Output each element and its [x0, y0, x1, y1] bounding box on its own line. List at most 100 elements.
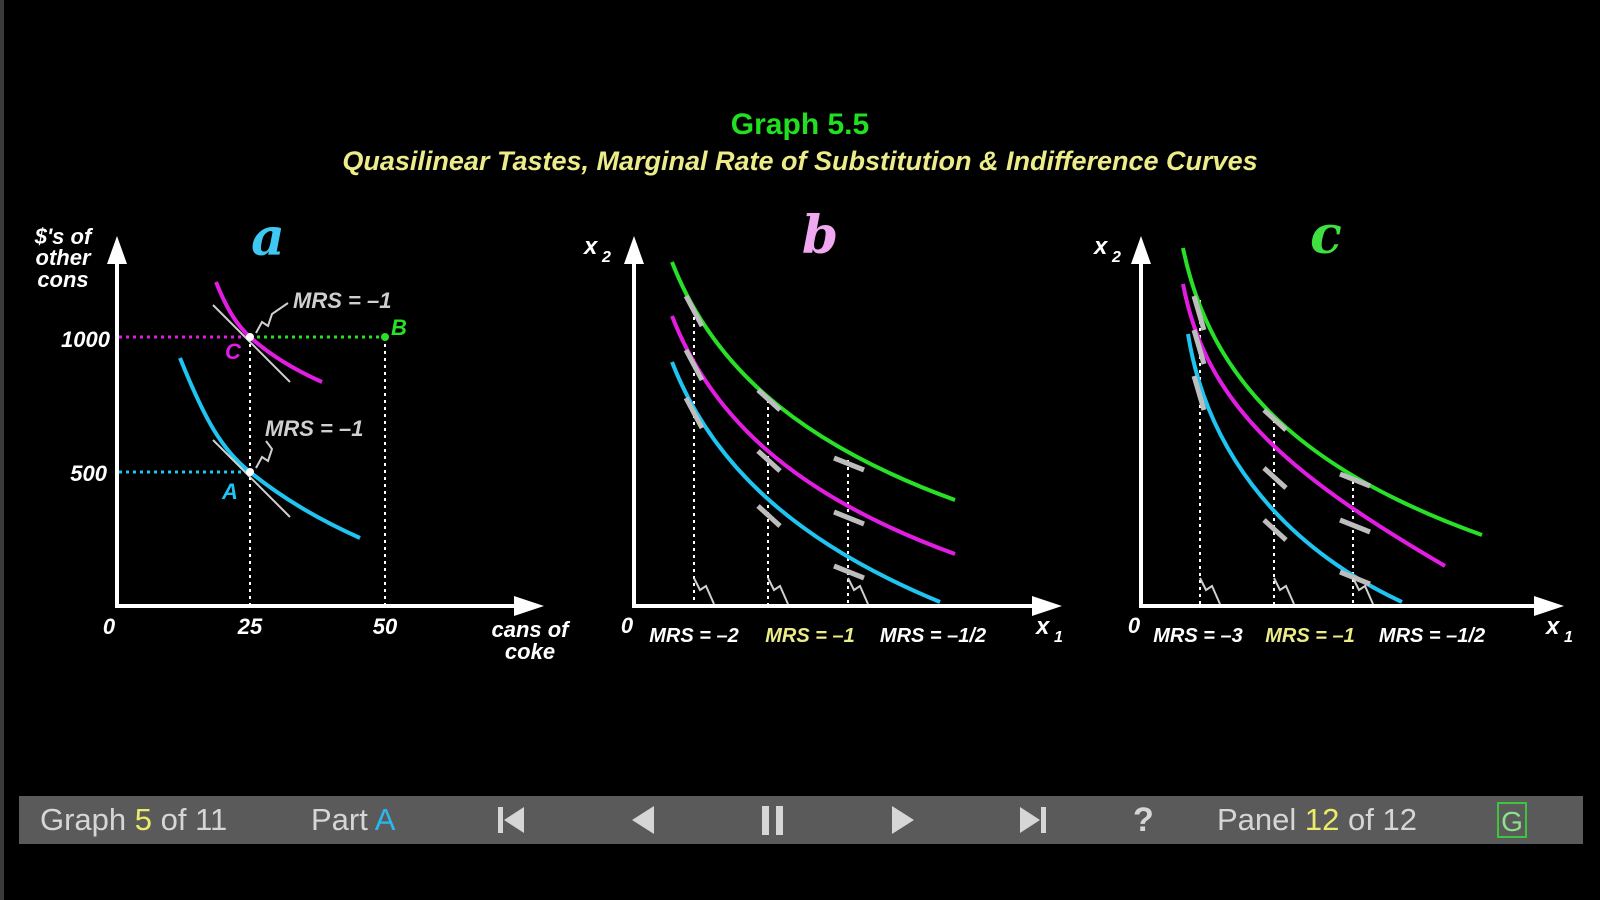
panel-a-point-a: A	[221, 479, 238, 504]
panel-b-curve-green	[670, 261, 956, 502]
panel-a-mrs-upper: MRS = –1	[293, 288, 391, 313]
panel-c-tangent-c3	[1339, 569, 1371, 587]
next-button[interactable]	[883, 800, 923, 840]
panel-a-mrs-upper-pointer	[255, 302, 289, 334]
panel-a-curve-cyan	[178, 357, 361, 540]
skip-first-icon	[498, 807, 524, 833]
graph-counter-current: 5	[134, 802, 153, 837]
graph-counter-prefix: Graph	[40, 802, 135, 837]
panel-a-mrs-lower-pointer	[255, 440, 274, 469]
pause-button[interactable]	[753, 800, 793, 840]
panel-b-tangent-m2	[756, 449, 782, 473]
last-button[interactable]	[1013, 800, 1053, 840]
panel-c-pointer-1	[1199, 577, 1221, 605]
panel-b-curve-magenta	[670, 315, 956, 556]
panel-b-x-arrow	[1032, 596, 1062, 616]
panel-a-origin: 0	[103, 614, 116, 639]
panel-b-tangent-g1	[683, 294, 705, 328]
panel-a-ylabel-line3: cons	[37, 267, 88, 292]
panel-counter: Panel 12 of 12	[1217, 796, 1417, 844]
panel-b-ylabel-sub: 2	[601, 249, 611, 266]
pause-icon	[762, 806, 783, 835]
panel-b-tangents	[683, 294, 865, 581]
panel-a-mrs-lower: MRS = –1	[265, 416, 363, 441]
panel-a-point-c: C	[225, 339, 242, 364]
panel-counter-suffix: of 12	[1339, 802, 1417, 837]
panel-a-point-c-dot	[246, 333, 254, 341]
panel-c-curve-magenta	[1181, 283, 1447, 568]
panel-c-ylabel-sub: 2	[1111, 249, 1121, 266]
panel-b-pointer-3	[847, 577, 869, 605]
panel-c-tangents	[1191, 295, 1371, 587]
panel-c-letter: c	[1310, 205, 1342, 266]
panel-b: b x 2 x 1 0	[582, 205, 1063, 647]
graph-counter-suffix: of 11	[152, 802, 228, 837]
panel-a-y-arrow	[107, 236, 127, 264]
panel-b-tangent-c3	[833, 563, 865, 581]
panel-b-tangent-g2	[756, 388, 782, 412]
first-button[interactable]	[491, 800, 531, 840]
panel-c-tangent-g1	[1191, 295, 1207, 331]
panel-b-xlabel-sub: 1	[1054, 629, 1063, 646]
panel-a-ytick-1000: 1000	[61, 327, 111, 352]
part-indicator[interactable]: Part A	[311, 796, 395, 844]
panel-c-curve-cyan	[1186, 333, 1403, 604]
panel-c: c x 2 x 1 0	[1092, 205, 1573, 647]
panel-c-xlabel-sub: 1	[1564, 629, 1573, 646]
panel-c-pointer-3	[1352, 577, 1374, 605]
panel-b-mrs-2: MRS = –1	[765, 625, 854, 647]
panel-a-point-b: B	[391, 315, 407, 340]
panel-a-ytick-500: 500	[70, 461, 107, 486]
previous-button[interactable]	[623, 800, 663, 840]
graph-counter: Graph 5 of 11	[40, 796, 227, 844]
panel-c-tangent-m2	[1262, 466, 1288, 490]
panel-c-tangent-m3	[1339, 517, 1371, 535]
panel-a-xtick-25: 25	[237, 614, 263, 639]
panel-c-tangent-m1	[1191, 329, 1207, 365]
help-button[interactable]: ?	[1133, 801, 1154, 839]
panel-a-x-arrow	[514, 596, 544, 616]
panel-b-ylabel: x	[582, 233, 599, 260]
panel-b-tangent-c2	[756, 504, 782, 528]
panel-b-mrs-1: MRS = –2	[649, 625, 738, 647]
panel-b-y-arrow	[624, 236, 644, 264]
left-border	[0, 0, 4, 900]
panel-b-origin: 0	[621, 613, 634, 638]
panel-a-ylabel-line2: other	[36, 245, 92, 270]
panel-c-pointer-2	[1273, 577, 1295, 605]
graph-title: Graph 5.5	[730, 108, 870, 141]
panel-b-tangent-m1	[683, 348, 705, 382]
panel-a-xlabel-line2: coke	[505, 639, 555, 664]
next-icon	[892, 806, 914, 834]
panel-b-xlabel: x	[1034, 613, 1051, 640]
panel-c-tangent-c1	[1191, 375, 1207, 411]
panel-c-mrs-3: MRS = –1/2	[1379, 625, 1485, 647]
part-prefix: Part	[311, 802, 375, 837]
panel-c-ylabel: x	[1092, 233, 1109, 260]
panel-c-origin: 0	[1128, 613, 1141, 638]
g-button[interactable]: G	[1497, 802, 1527, 838]
panel-c-x-arrow	[1534, 596, 1564, 616]
panel-b-mrs-3: MRS = –1/2	[880, 625, 986, 647]
panel-c-y-arrow	[1131, 236, 1151, 264]
panel-b-tangent-c1	[683, 396, 705, 430]
panel-b-pointer-2	[767, 577, 789, 605]
panel-c-tangent-g3	[1339, 471, 1371, 489]
panel-c-mrs-2: MRS = –1	[1265, 625, 1354, 647]
panel-a-tangent-upper	[212, 304, 291, 383]
previous-icon	[632, 806, 654, 834]
panel-b-tangent-g3	[833, 455, 865, 473]
panel-b-pointer-1	[693, 577, 715, 605]
panel-a-point-a-dot	[246, 468, 254, 476]
panel-c-tangent-c2	[1262, 518, 1288, 542]
panel-counter-prefix: Panel	[1217, 802, 1305, 837]
panel-a-tangent-lower	[212, 439, 291, 518]
panel-counter-current: 12	[1304, 802, 1340, 837]
panel-b-tangent-m3	[833, 509, 865, 527]
panel-a: a $'s of other cons cans of coke 0 25 50…	[34, 207, 571, 664]
panel-c-mrs-1: MRS = –3	[1153, 625, 1242, 647]
panel-c-xlabel: x	[1544, 613, 1561, 640]
navigation-bar: Graph 5 of 11 Part A	[19, 796, 1583, 844]
